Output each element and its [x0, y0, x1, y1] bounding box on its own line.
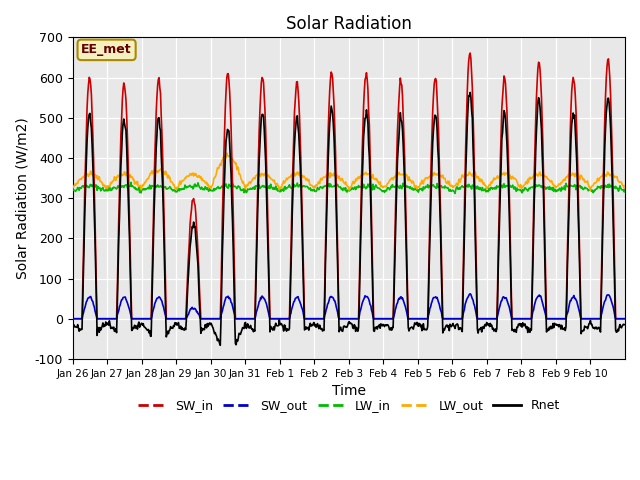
Title: Solar Radiation: Solar Radiation [286, 15, 412, 33]
X-axis label: Time: Time [332, 384, 366, 398]
Text: EE_met: EE_met [81, 43, 132, 56]
Y-axis label: Solar Radiation (W/m2): Solar Radiation (W/m2) [15, 117, 29, 279]
Legend: SW_in, SW_out, LW_in, LW_out, Rnet: SW_in, SW_out, LW_in, LW_out, Rnet [132, 394, 565, 417]
